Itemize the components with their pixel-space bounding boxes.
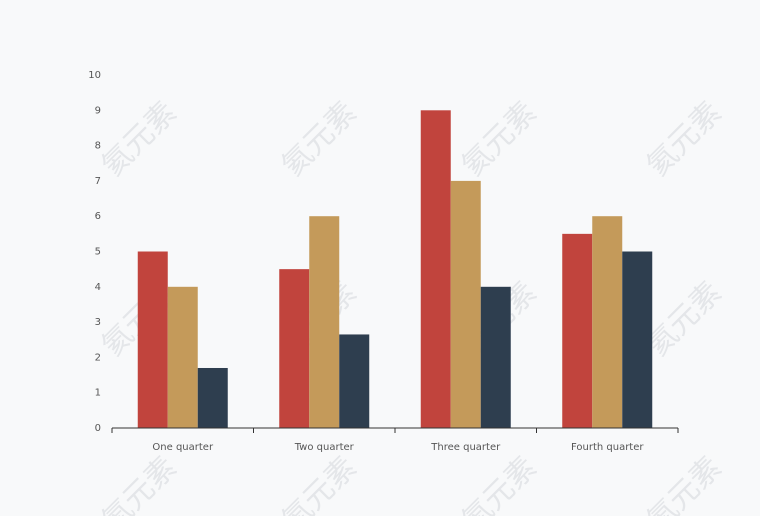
y-tick-label: 9: [95, 105, 101, 116]
watermark: 氦元素: [640, 95, 728, 183]
watermark: 氦元素: [95, 95, 183, 183]
bar: [197, 367, 228, 428]
bar: [167, 286, 198, 428]
y-tick-label: 6: [95, 211, 101, 222]
x-tick-label: Two quarter: [294, 442, 355, 453]
bar: [137, 251, 168, 428]
bar: [420, 110, 451, 429]
y-tick-label: 7: [95, 176, 101, 187]
y-tick-label: 4: [95, 282, 101, 293]
watermark: 氦元素: [275, 95, 363, 183]
bar: [480, 286, 511, 428]
watermark: 氦元素: [455, 450, 543, 516]
bar: [622, 251, 653, 428]
y-tick-label: 3: [95, 317, 101, 328]
y-tick-label: 8: [95, 141, 101, 152]
watermark: 氦元素: [275, 450, 363, 516]
watermark: 氦元素: [640, 275, 728, 363]
y-tick-label: 2: [95, 352, 101, 363]
x-tick-label: Fourth quarter: [571, 442, 644, 453]
x-tick-label: Three quarter: [430, 442, 501, 453]
y-tick-label: 5: [95, 247, 101, 258]
watermark: 氦元素: [640, 450, 728, 516]
y-tick-label: 10: [88, 70, 101, 81]
y-tick-label: 1: [95, 388, 101, 399]
watermark: 氦元素: [95, 450, 183, 516]
bar: [279, 269, 310, 428]
watermark: 氦元素: [455, 95, 543, 183]
y-tick-label: 0: [95, 423, 101, 434]
x-tick-label: One quarter: [152, 442, 214, 453]
bar: [562, 233, 593, 428]
bar: [592, 216, 623, 428]
bar: [450, 180, 481, 428]
bar: [309, 216, 340, 428]
bar: [339, 334, 370, 428]
